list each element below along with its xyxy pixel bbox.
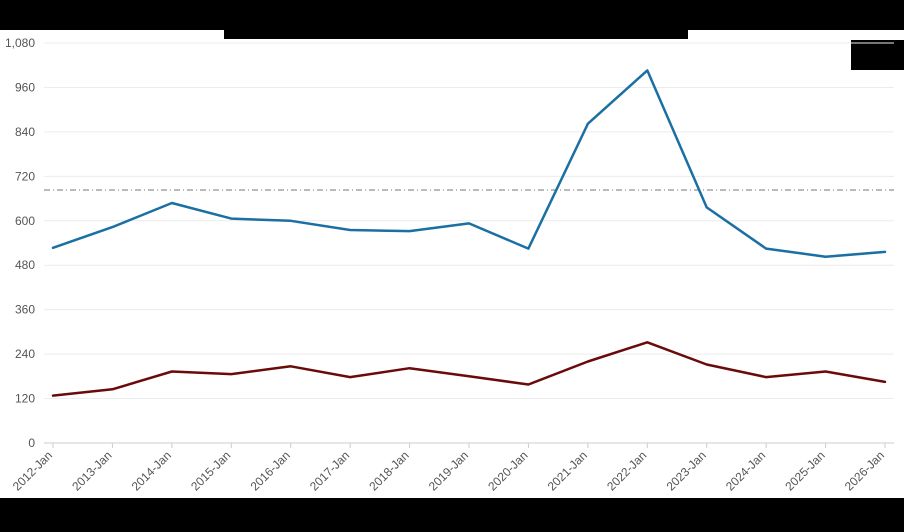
- y-tick-label: 840: [15, 125, 35, 139]
- grid-lines: [44, 42, 894, 400]
- x-axis-labels: 2012-Jan 2013-Jan 2014-Jan 2015-Jan 2016-Jan…: [10, 448, 887, 493]
- x-tick-label: 2024-Jan: [723, 448, 768, 493]
- x-tick-label: 2021-Jan: [545, 448, 590, 493]
- chart-title-redaction: [224, 28, 688, 39]
- x-tick-label: 2023-Jan: [664, 448, 709, 493]
- x-tick-label: 2026-Jan: [842, 448, 887, 493]
- series-line-2: [51, 341, 887, 397]
- x-tick-label: 2016-Jan: [248, 448, 293, 493]
- y-tick-label: 120: [15, 392, 35, 406]
- x-tick-label: 2020-Jan: [485, 448, 530, 493]
- y-tick-label: 1,080: [5, 36, 35, 50]
- series-line-1: [51, 69, 887, 258]
- x-tick-label: 2012-Jan: [10, 448, 55, 493]
- x-axis: [44, 442, 894, 448]
- x-tick-label: 2013-Jan: [69, 448, 114, 493]
- plot-panel: [0, 30, 904, 498]
- x-tick-label: 2015-Jan: [188, 448, 233, 493]
- x-tick-label: 2025-Jan: [782, 448, 827, 493]
- y-tick-label: 360: [15, 303, 35, 317]
- x-tick-label: 2017-Jan: [307, 448, 352, 493]
- y-tick-label: 720: [15, 169, 35, 183]
- y-tick-label: 240: [15, 347, 35, 361]
- y-tick-label: 960: [15, 80, 35, 94]
- series-layer: [51, 69, 887, 397]
- y-tick-label: 480: [15, 258, 35, 272]
- x-tick-label: 2022-Jan: [604, 448, 649, 493]
- y-tick-label: 600: [15, 214, 35, 228]
- x-tick-label: 2018-Jan: [366, 448, 411, 493]
- legend-redaction: [851, 40, 904, 70]
- x-tick-label: 2019-Jan: [426, 448, 471, 493]
- y-tick-label: 0: [28, 436, 35, 450]
- x-tick-label: 2014-Jan: [129, 448, 174, 493]
- y-axis-labels: 0 120 240 360 480 600 720 840 960 1,080: [5, 36, 35, 450]
